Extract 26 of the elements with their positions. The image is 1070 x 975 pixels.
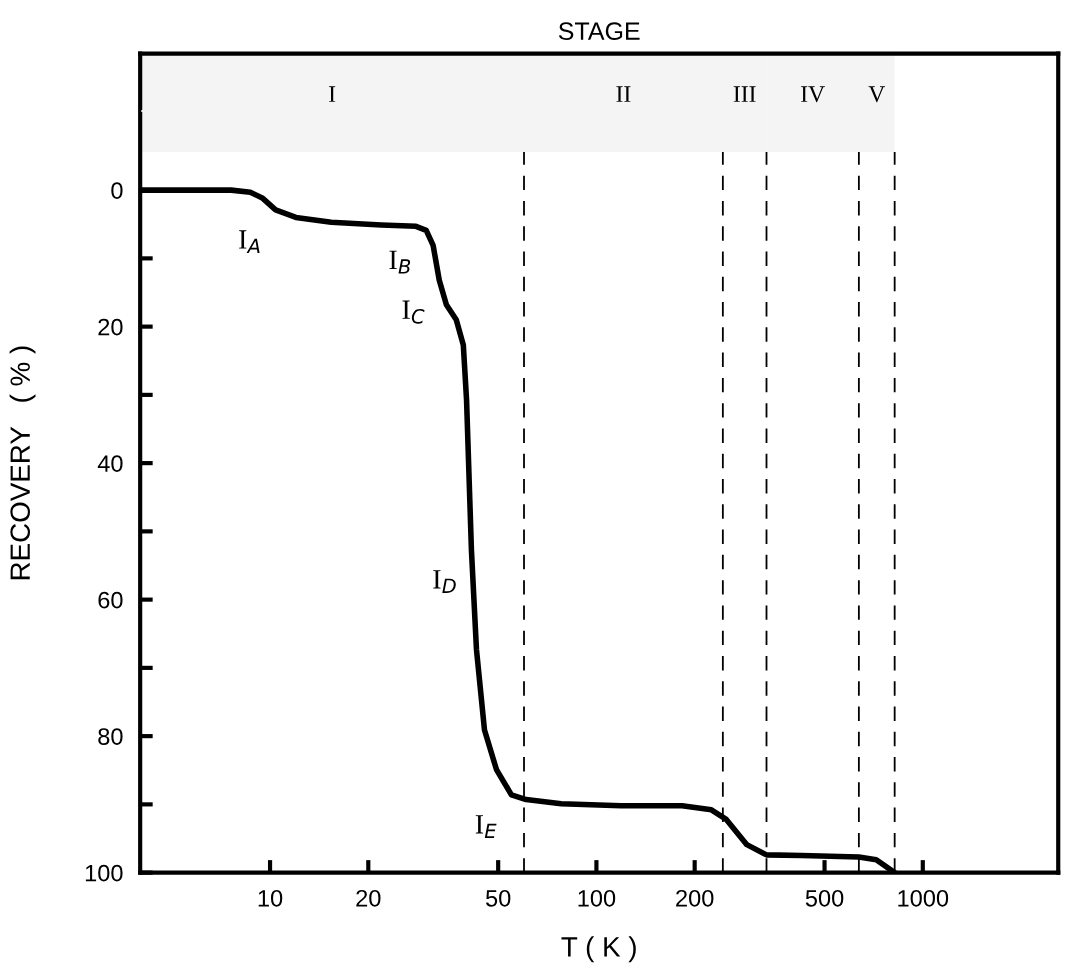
x-axis-title: T ( K ): [561, 936, 636, 963]
x-tick-label: 1000: [898, 889, 949, 907]
annotation: I$_{A}$: [239, 230, 260, 254]
y-tick-label: 80: [98, 728, 123, 745]
y-tick-label: 20: [98, 318, 123, 336]
band-label: V: [868, 86, 886, 103]
band-label: IV: [801, 86, 825, 103]
x-tick-label: 20: [356, 889, 381, 907]
x-tick-label: 200: [676, 889, 714, 907]
y-tick-label: 0: [111, 182, 123, 199]
band-label: II: [616, 86, 631, 102]
annotation: I$_{E}$: [475, 815, 497, 838]
band-label: I: [329, 86, 336, 102]
annotation: I$_{B}$: [389, 250, 411, 274]
band-label: III: [733, 86, 756, 102]
x-tick-label: 500: [805, 889, 844, 907]
y-tick-label: 40: [97, 455, 123, 472]
annotation: I$_{C}$: [402, 300, 425, 324]
y-axis-title: RECOVERY ( % ): [9, 346, 36, 580]
x-tick-label: 50: [485, 889, 511, 907]
annotation: I$_{D}$: [433, 570, 456, 593]
y-tick-label: 100: [85, 864, 123, 882]
y-tick-label: 60: [98, 591, 123, 609]
x-tick-label: 100: [578, 889, 616, 907]
x-tick-label: 10: [258, 889, 283, 907]
chart-title: STAGE: [558, 22, 640, 40]
